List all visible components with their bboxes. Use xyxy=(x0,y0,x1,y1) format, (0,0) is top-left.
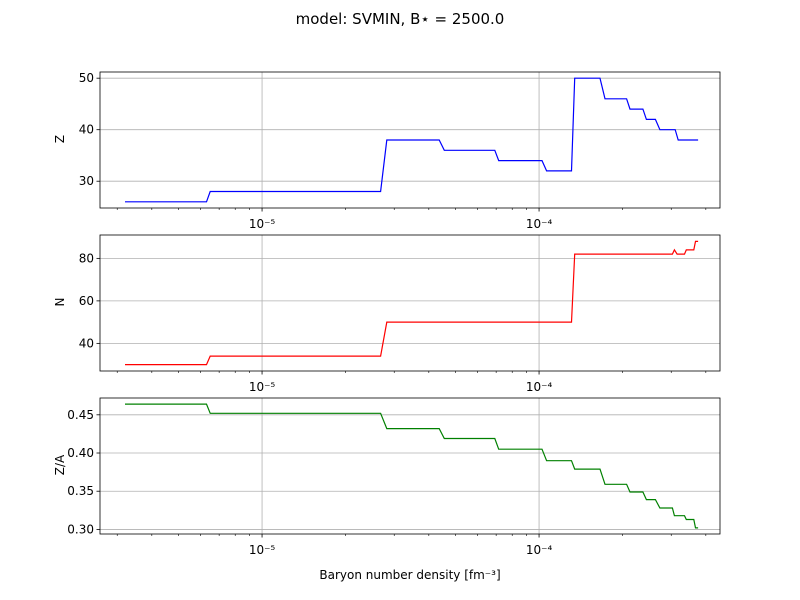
axes-frame xyxy=(99,71,721,209)
series-line-za xyxy=(125,403,699,529)
x-tick-label: 10⁻⁵ xyxy=(249,543,276,557)
figure-title: model: SVMIN, B⋆ = 2500.0 xyxy=(295,10,505,28)
subplot-n: 40 60 80 10⁻⁵ 10⁻⁴ xyxy=(79,234,721,394)
axes-frame xyxy=(99,234,721,372)
series-line-n xyxy=(125,240,699,366)
y-tick-label: 50 xyxy=(79,71,94,85)
y-tick-label: 40 xyxy=(79,123,94,137)
y-axis-label-z: Z xyxy=(53,134,67,144)
y-tick-label: 80 xyxy=(79,251,94,265)
y-tick-label: 30 xyxy=(79,174,94,188)
x-tick-label: 10⁻⁴ xyxy=(526,543,553,557)
y-tick-label: 60 xyxy=(79,294,94,308)
y-tick-label: 40 xyxy=(79,336,94,350)
subplot-za: 0.30 0.35 0.40 0.45 10⁻⁵ 10⁻⁴ xyxy=(67,397,721,557)
y-tick-label: 0.45 xyxy=(67,408,94,422)
y-axis-label-n: N xyxy=(53,297,67,307)
y-tick-label: 0.40 xyxy=(67,446,94,460)
axes-frame xyxy=(99,397,721,535)
y-axis-label-za: Z/A xyxy=(53,454,67,476)
subplot-z: 30 40 50 10⁻⁵ 10⁻⁴ xyxy=(79,71,721,231)
x-tick-label: 10⁻⁵ xyxy=(249,217,276,231)
y-tick-label: 0.30 xyxy=(67,522,94,536)
x-tick-label: 10⁻⁵ xyxy=(249,380,276,394)
series-line-z xyxy=(125,77,699,203)
x-tick-label: 10⁻⁴ xyxy=(526,380,553,394)
x-axis-label: Baryon number density [fm⁻³] xyxy=(319,568,501,582)
x-tick-label: 10⁻⁴ xyxy=(526,217,553,231)
y-tick-label: 0.35 xyxy=(67,484,94,498)
